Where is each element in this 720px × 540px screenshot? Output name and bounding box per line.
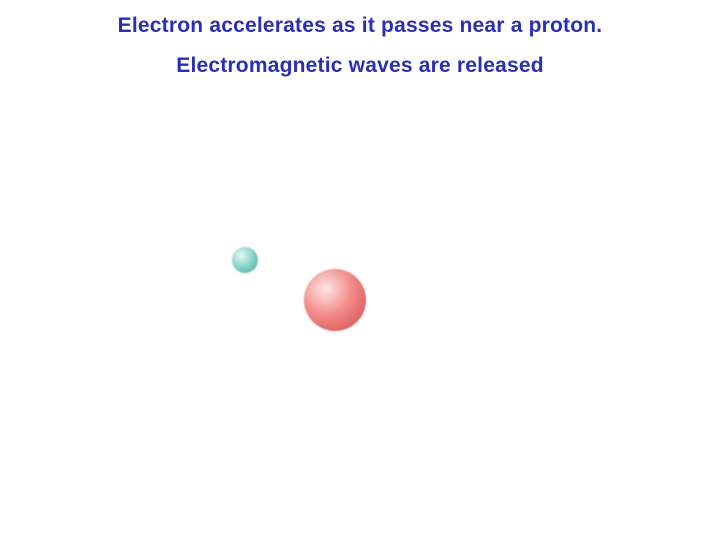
page-root: Electron accelerates as it passes near a… — [0, 0, 720, 540]
electron-sphere — [232, 247, 258, 273]
title-line-1: Electron accelerates as it passes near a… — [0, 14, 720, 38]
particle-stage — [170, 190, 550, 450]
title-line-2: Electromagnetic waves are released — [0, 54, 720, 78]
proton-sphere — [304, 269, 366, 331]
